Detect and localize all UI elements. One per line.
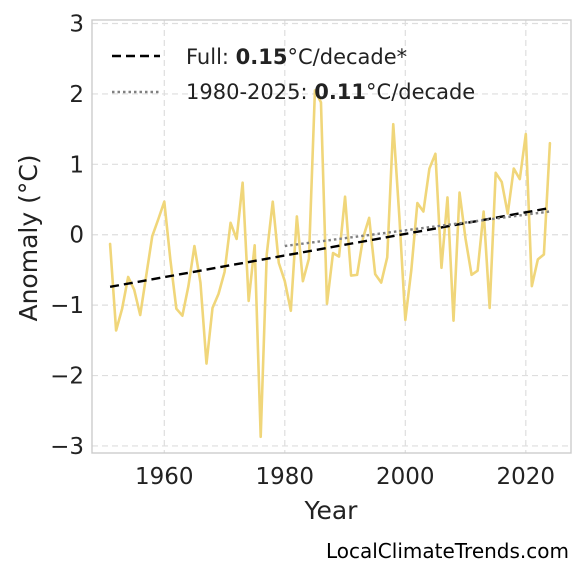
y-tick-label: −2 [50,364,84,390]
x-tick-label: 1960 [135,464,194,490]
grid [92,20,571,453]
legend-full-value: 0.15 [236,45,288,69]
y-tick-label: 0 [69,223,84,249]
y-tick-label: 3 [69,12,84,38]
legend-recent-prefix: 1980-2025: [186,80,314,104]
legend: Full: 0.15°C/decade* 1980-2025: 0.11°C/d… [112,45,475,104]
axis-ticks: 1960 1980 2000 2020 −3 −2 −1 0 1 2 3 [50,12,555,490]
x-axis-label: Year [304,496,359,525]
legend-full-trend-label: Full: 0.15°C/decade* [186,45,407,69]
x-tick-label: 2020 [497,464,556,490]
anomaly-line [108,89,552,439]
legend-full-prefix: Full: [186,45,236,69]
x-tick-label: 2000 [376,464,435,490]
x-tick-label: 1980 [256,464,315,490]
watermark: LocalClimateTrends.com [326,539,569,563]
y-tick-label: −1 [50,293,84,319]
y-tick-label: −3 [50,434,84,460]
legend-recent-value: 0.11 [314,80,366,104]
plot-frame [91,19,572,454]
y-tick-label: 1 [69,152,84,178]
recent-trend-line [284,210,551,248]
legend-recent-trend-label: 1980-2025: 0.11°C/decade [186,80,475,104]
data-series [108,89,552,439]
legend-full-suffix: °C/decade* [288,45,408,69]
legend-recent-suffix: °C/decade [366,80,475,104]
y-axis-label: Anomaly (°C) [14,154,43,321]
y-tick-label: 2 [69,82,84,108]
